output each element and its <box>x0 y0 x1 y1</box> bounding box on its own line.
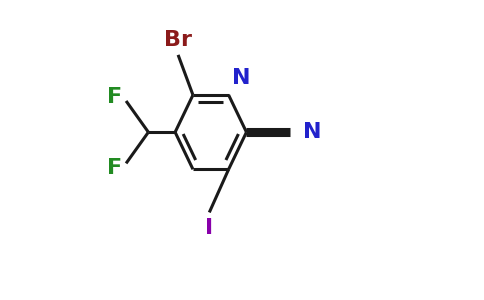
Text: I: I <box>205 218 213 238</box>
Text: Br: Br <box>164 29 192 50</box>
Text: F: F <box>106 158 121 178</box>
Text: F: F <box>106 86 121 106</box>
Text: N: N <box>303 122 321 142</box>
Text: N: N <box>232 68 251 88</box>
